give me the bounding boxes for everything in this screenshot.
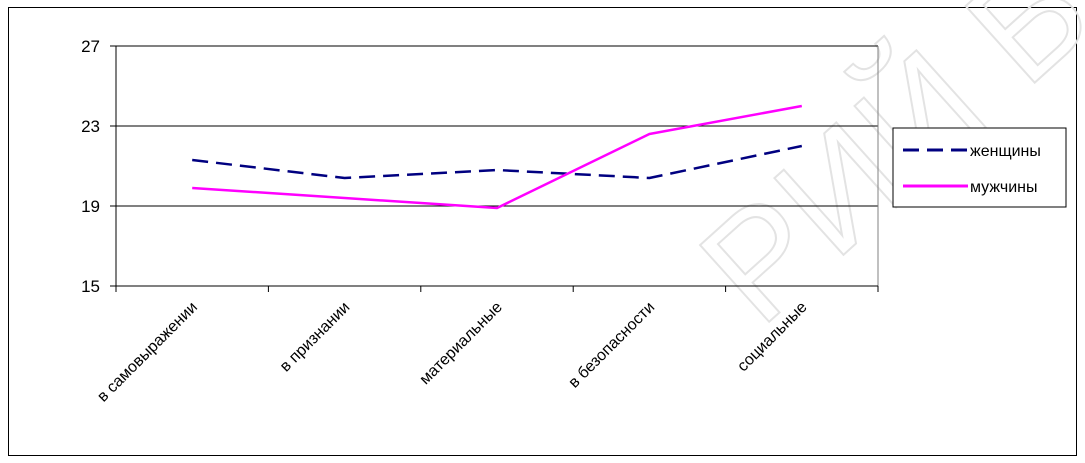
legend-label-2: мужчины	[970, 179, 1038, 196]
x-tick-label: в самовыражении	[94, 299, 201, 406]
legend-label-1: женщины	[970, 143, 1041, 160]
chart-frame	[8, 7, 1077, 456]
gridlines	[116, 45, 879, 286]
y-tick-label: 15	[81, 277, 100, 296]
y-tick-label: 27	[81, 37, 100, 56]
y-tick-label: 23	[81, 117, 100, 136]
x-tick-label: в безопасности	[566, 299, 659, 392]
series-line-2	[192, 104, 803, 210]
series-line-1	[192, 144, 803, 180]
series-lines	[192, 104, 803, 210]
x-tick-label: в признании	[277, 299, 354, 376]
legend: женщины мужчины	[892, 127, 1067, 208]
legend-box	[892, 127, 1067, 208]
x-tick-label: материальные	[417, 299, 506, 388]
y-tick-label: 19	[81, 197, 100, 216]
